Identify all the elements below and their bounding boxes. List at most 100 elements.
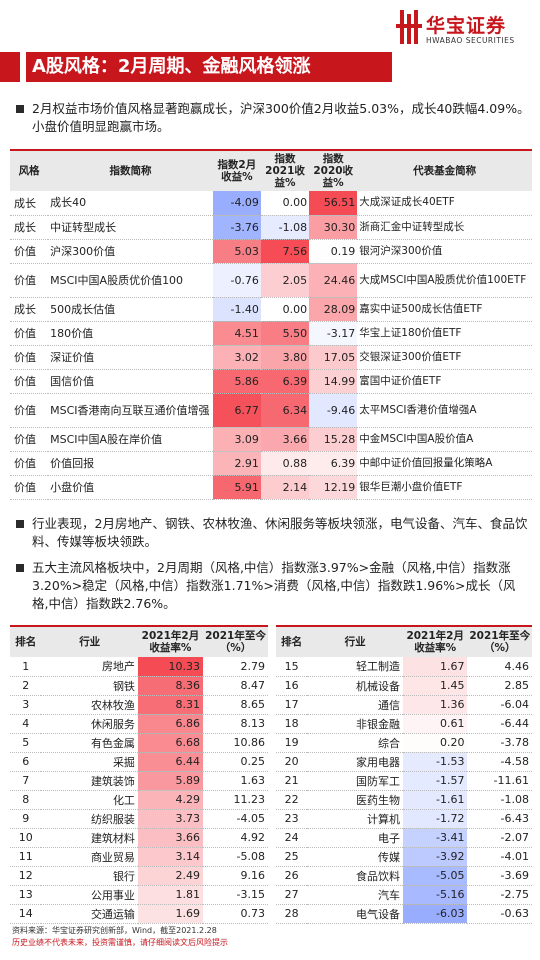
fund-name-cell: 华宝上证180价值ETF	[357, 321, 532, 346]
fund-name-cell: 银河沪深300价值	[357, 239, 532, 264]
table-row: 9 纺织服装 3.73 -4.05	[10, 809, 268, 829]
table-row: 价值 180价值 4.51 5.50 -3.17 华宝上证180价值ETF	[10, 321, 532, 346]
feb-return-cell: 3.09	[212, 427, 261, 452]
col-index-name: 指数简称	[48, 150, 213, 191]
feb-return-cell: 4.29	[137, 790, 203, 810]
table-row: 价值 价值回报 2.91 0.88 6.39 中邮中证价值回报量化策略A	[10, 451, 532, 476]
fund-name-cell: 大成MSCI中国A股质优价值100ETF	[357, 263, 532, 298]
index-name-cell: 价值回报	[48, 451, 213, 476]
table-row: 23 计算机 -1.72 -6.43	[276, 809, 532, 829]
index-name-cell: MSCI香港南向互联互通价值增强	[48, 393, 213, 428]
ytd-return-cell: 2.85	[467, 676, 532, 696]
rank-cell: 13	[10, 885, 42, 905]
industry-name-cell: 建筑装饰	[41, 771, 138, 791]
index-name-cell: 深证价值	[48, 345, 213, 370]
industry-name-cell: 休闲服务	[41, 714, 138, 734]
industry-name-cell: 商业贸易	[41, 847, 138, 867]
index-name-cell: 180价值	[48, 321, 213, 346]
col-industry: 行业	[307, 626, 403, 657]
industry-name-cell: 房地产	[41, 657, 138, 677]
return-2021-cell: 6.39	[260, 369, 310, 394]
ytd-return-cell: 4.46	[467, 657, 532, 677]
fund-name-cell: 大成深证成长40ETF	[357, 191, 532, 216]
table-row: 7 建筑装饰 5.89 1.63	[10, 771, 268, 791]
index-name-cell: 国信价值	[48, 369, 213, 394]
col-style: 风格	[10, 150, 49, 191]
table-row: 18 非银金融 0.61 -6.44	[276, 714, 532, 734]
return-2020-cell: -3.17	[309, 321, 358, 346]
return-2020-cell: -9.46	[309, 393, 358, 428]
feb-return-cell: 1.69	[137, 904, 203, 924]
table-row: 成长 中证转型成长 -3.76 -1.08 30.30 浙商汇金中证转型成长	[10, 215, 532, 240]
table-row: 价值 深证价值 3.02 3.80 17.05 交银深证300价值ETF	[10, 345, 532, 370]
index-name-cell: 沪深300价值	[48, 239, 213, 264]
feb-return-cell: 8.31	[137, 695, 203, 715]
ytd-return-cell: 8.65	[202, 695, 268, 715]
return-2020-cell: 6.39	[309, 451, 358, 476]
feb-return-cell: -1.53	[402, 752, 468, 772]
industry-name-cell: 非银金融	[307, 714, 403, 734]
industry-name-cell: 钢铁	[41, 676, 138, 696]
feb-return-cell: -1.61	[402, 790, 468, 810]
rank-cell: 24	[276, 828, 308, 848]
industry-name-cell: 家用电器	[307, 752, 403, 772]
table-row: 26 食品饮料 -5.05 -3.69	[276, 866, 532, 886]
feb-return-cell: 4.51	[212, 321, 261, 346]
index-name-cell: 小盘价值	[48, 475, 213, 500]
ytd-return-cell: -1.08	[467, 790, 532, 810]
ytd-return-cell: -0.63	[467, 904, 532, 924]
ytd-return-cell: 4.92	[202, 828, 268, 848]
table-row: 5 有色金属 6.68 10.86	[10, 733, 268, 753]
industry-name-cell: 纺织服装	[41, 809, 138, 829]
brand-name-en: HWABAO SECURITIES	[426, 36, 515, 45]
rank-cell: 6	[10, 752, 42, 772]
bullet-square-icon	[16, 520, 24, 528]
rank-cell: 19	[276, 733, 308, 753]
col-rank: 排名	[10, 626, 42, 657]
col-feb-return: 2021年2月收益率%	[402, 626, 468, 657]
rank-cell: 16	[276, 676, 308, 696]
feb-return-cell: 6.86	[137, 714, 203, 734]
index-name-cell: 成长40	[48, 191, 213, 216]
rank-cell: 3	[10, 695, 42, 715]
rank-cell: 4	[10, 714, 42, 734]
source-note: 资料来源：华宝证券研究创新部，Wind，截至2021.2.28	[12, 926, 217, 935]
bullet-3: 五大主流风格板块中，2月周期（风格,中信）指数涨3.97%>金融（风格,中信）指…	[16, 559, 530, 613]
index-name-cell: MSCI中国A股质优价值100	[48, 263, 213, 298]
return-2020-cell: 14.99	[309, 369, 358, 394]
industry-name-cell: 农林牧渔	[41, 695, 138, 715]
industry-name-cell: 国防军工	[307, 771, 403, 791]
feb-return-cell: 0.20	[402, 733, 468, 753]
feb-return-cell: 2.49	[137, 866, 203, 886]
industry-name-cell: 汽车	[307, 885, 403, 905]
ytd-return-cell: 8.13	[202, 714, 268, 734]
ytd-return-cell: 9.16	[202, 866, 268, 886]
return-2020-cell: 56.51	[309, 191, 358, 216]
table-row: 价值 MSCI中国A股质优价值100 -0.76 2.05 24.46 大成MSCI中国A…	[10, 263, 532, 298]
feb-return-cell: 3.14	[137, 847, 203, 867]
table-row: 24 电子 -3.41 -2.07	[276, 828, 532, 848]
industry-name-cell: 化工	[41, 790, 138, 810]
return-2021-cell: 2.14	[260, 475, 310, 500]
rank-cell: 26	[276, 866, 308, 886]
industry-name-cell: 机械设备	[307, 676, 403, 696]
table-row: 1 房地产 10.33 2.79	[10, 657, 268, 677]
feb-return-cell: -5.16	[402, 885, 468, 905]
feb-return-cell: -3.76	[212, 215, 261, 240]
return-2020-cell: 30.30	[309, 215, 358, 240]
ytd-return-cell: -4.01	[467, 847, 532, 867]
feb-return-cell: 2.91	[212, 451, 261, 476]
return-2020-cell: 15.28	[309, 427, 358, 452]
rank-cell: 14	[10, 904, 42, 924]
ytd-return-cell: 0.73	[202, 904, 268, 924]
rank-cell: 20	[276, 752, 308, 772]
table-row: 8 化工 4.29 11.23	[10, 790, 268, 810]
feb-return-cell: -0.76	[212, 263, 261, 298]
page-title: A股风格：2月周期、金融风格领涨	[26, 52, 392, 82]
rank-cell: 1	[10, 657, 42, 677]
feb-return-cell: -1.40	[212, 297, 261, 322]
rank-cell: 15	[276, 657, 308, 677]
fund-name-cell: 浙商汇金中证转型成长	[357, 215, 532, 240]
rank-cell: 9	[10, 809, 42, 829]
feb-return-cell: 6.44	[137, 752, 203, 772]
